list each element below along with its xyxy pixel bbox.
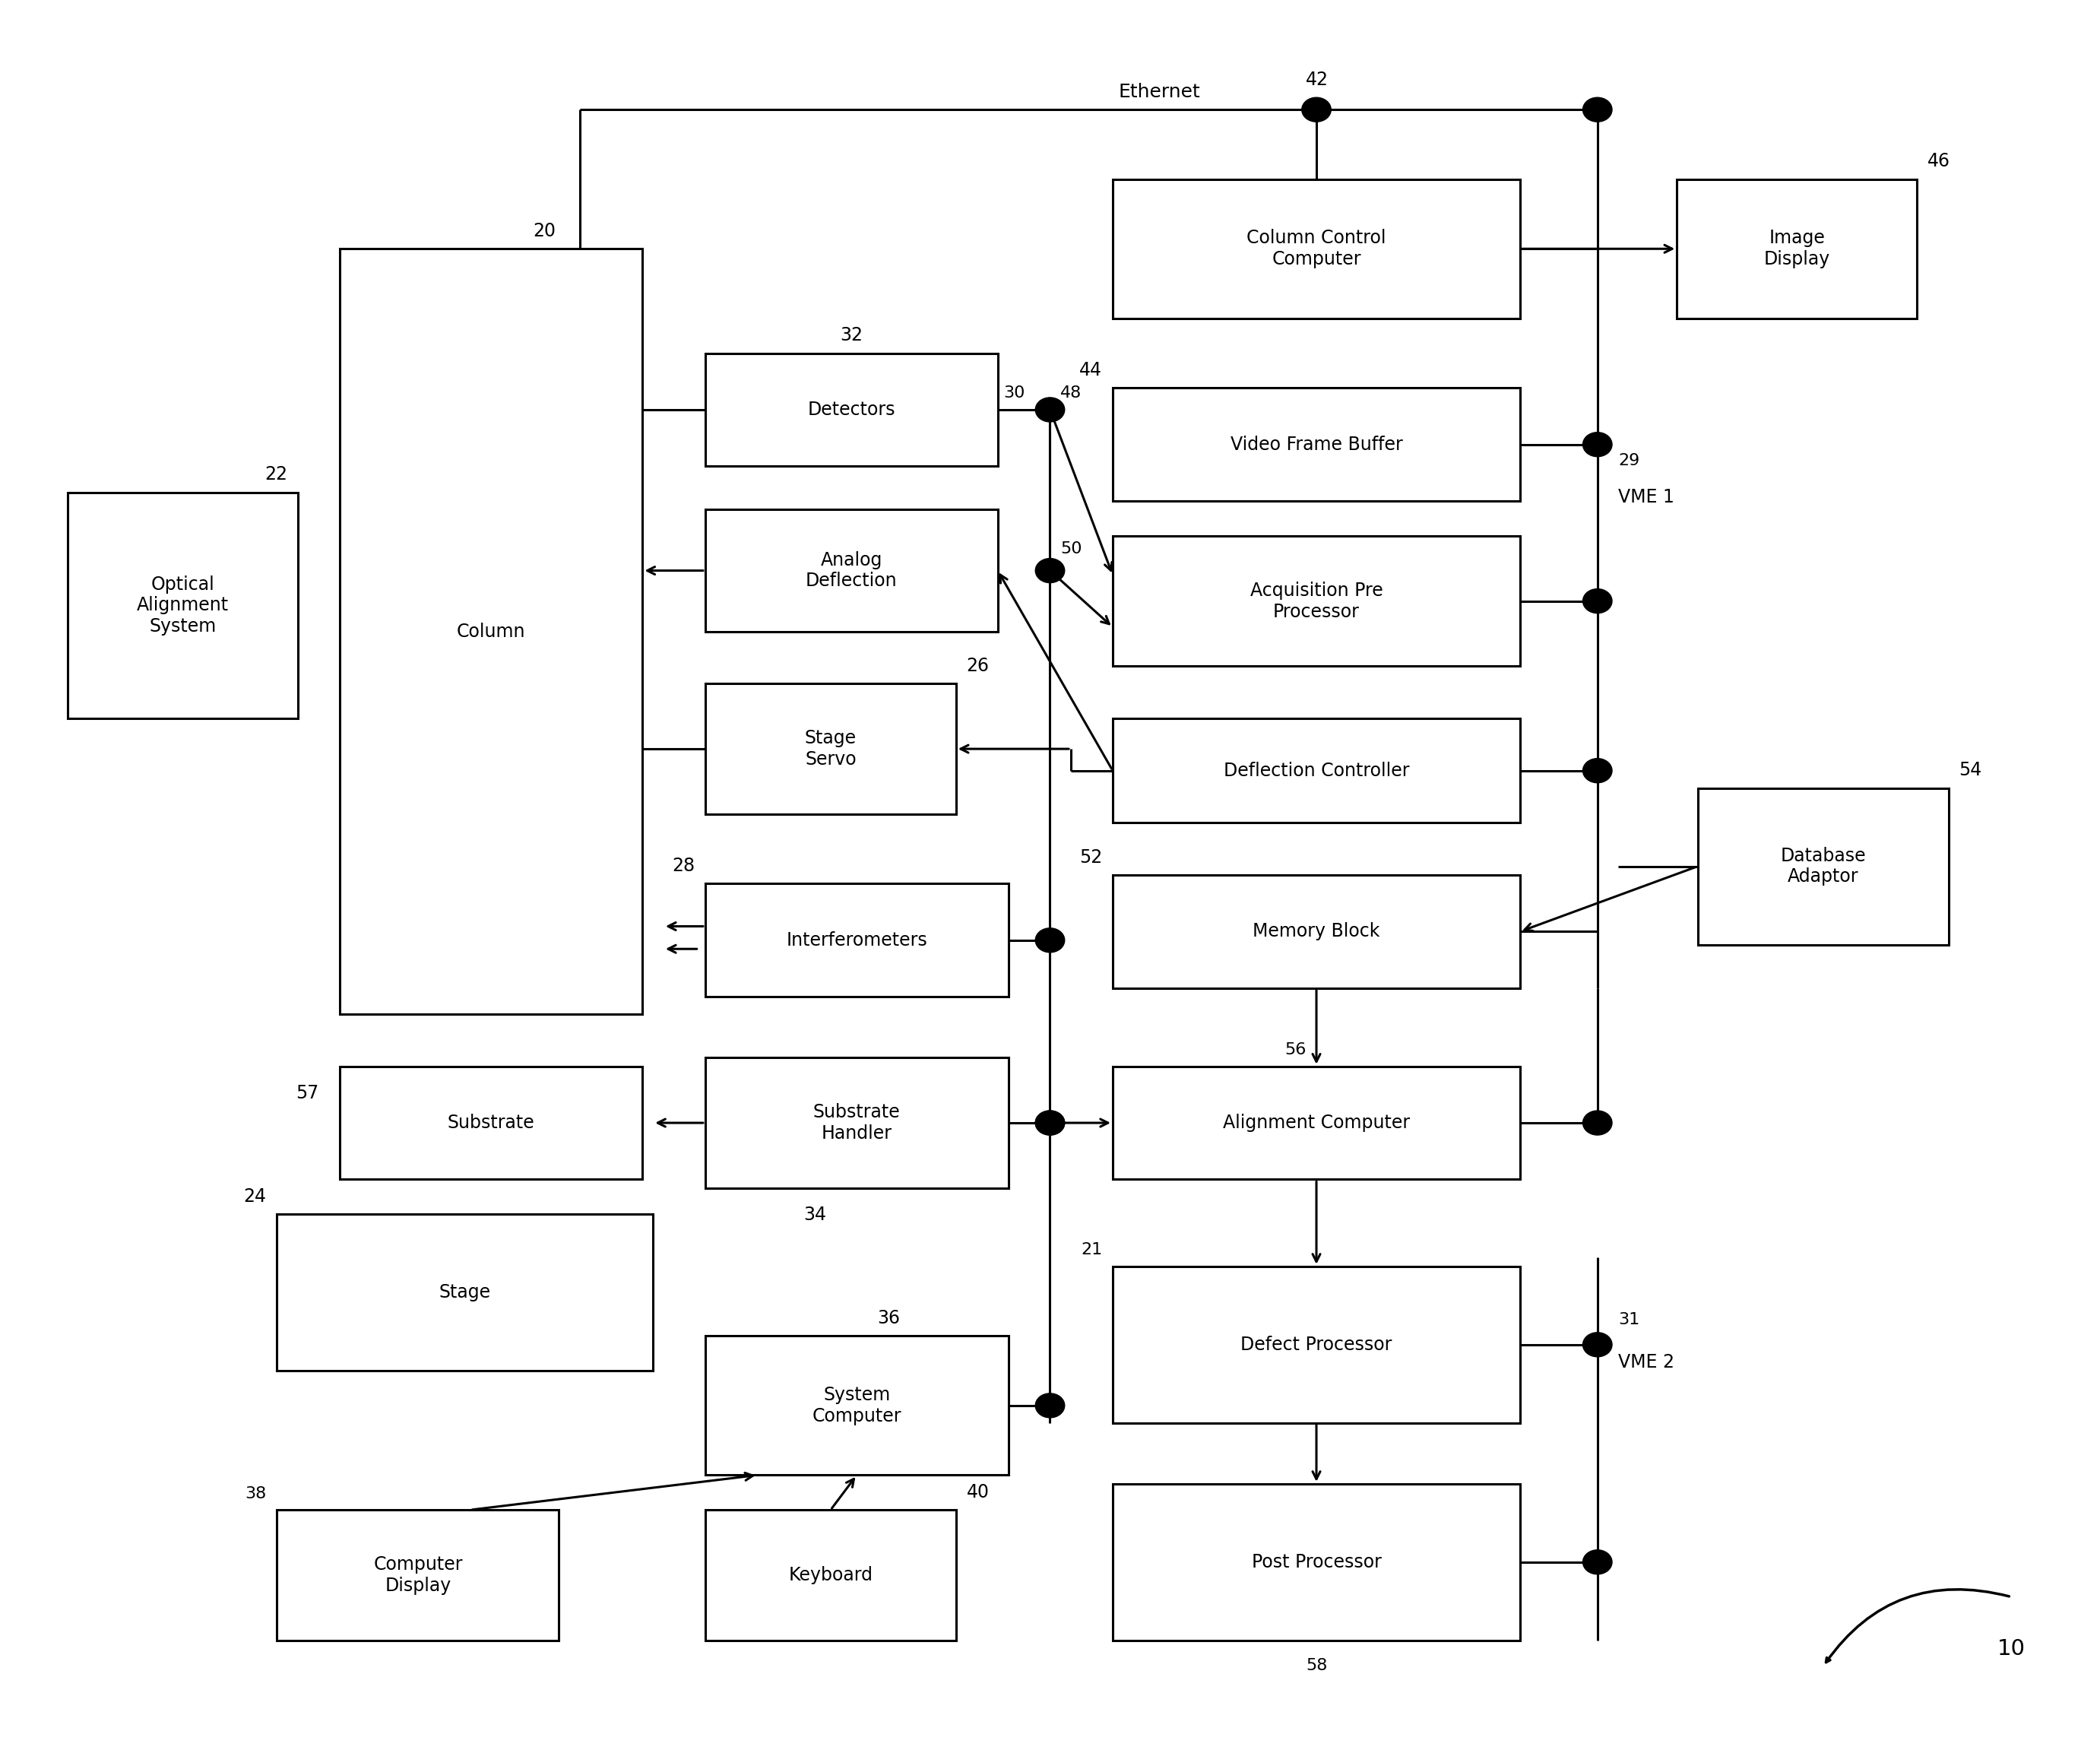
Text: System
Computer: System Computer: [813, 1386, 901, 1424]
Text: 32: 32: [840, 325, 863, 345]
Text: Interferometers: Interferometers: [785, 931, 928, 948]
Text: Keyboard: Keyboard: [788, 1566, 874, 1584]
Text: 42: 42: [1306, 70, 1329, 89]
Circle shape: [1035, 928, 1065, 952]
Circle shape: [1035, 397, 1065, 422]
Text: 44: 44: [1079, 360, 1102, 380]
Text: 24: 24: [244, 1186, 267, 1206]
Circle shape: [1035, 558, 1065, 583]
Text: Deflection Controller: Deflection Controller: [1224, 761, 1409, 780]
Text: 48: 48: [1060, 385, 1082, 401]
Text: 10: 10: [1997, 1638, 2024, 1659]
Circle shape: [1035, 1111, 1065, 1136]
Text: Detectors: Detectors: [809, 401, 895, 418]
Circle shape: [1583, 1550, 1613, 1575]
Text: 30: 30: [1004, 385, 1025, 401]
Circle shape: [1583, 98, 1613, 122]
Bar: [1113, 875, 1520, 989]
Text: 56: 56: [1285, 1043, 1306, 1057]
Text: 54: 54: [1959, 761, 1982, 779]
Text: Post Processor: Post Processor: [1252, 1552, 1382, 1571]
Text: 28: 28: [672, 858, 695, 875]
Text: 34: 34: [804, 1206, 825, 1223]
Text: Video Frame Buffer: Video Frame Buffer: [1231, 436, 1403, 453]
Bar: [706, 884, 1008, 997]
Text: Column Control
Computer: Column Control Computer: [1247, 229, 1386, 268]
Circle shape: [1583, 758, 1613, 782]
Circle shape: [1302, 98, 1331, 122]
Text: Substrate
Handler: Substrate Handler: [813, 1102, 901, 1143]
Text: Stage
Servo: Stage Servo: [804, 730, 857, 768]
Bar: [1113, 388, 1520, 500]
Text: 46: 46: [1928, 152, 1951, 170]
Bar: [1113, 1066, 1520, 1180]
Bar: [1113, 1267, 1520, 1423]
Bar: [706, 354, 998, 466]
Bar: [706, 1510, 956, 1640]
Text: Database
Adaptor: Database Adaptor: [1781, 847, 1867, 885]
Bar: [1697, 788, 1949, 945]
Text: 21: 21: [1082, 1242, 1102, 1258]
Bar: [706, 1057, 1008, 1188]
Circle shape: [1583, 1332, 1613, 1356]
Text: 58: 58: [1306, 1657, 1327, 1673]
Text: Acquisition Pre
Processor: Acquisition Pre Processor: [1250, 581, 1382, 621]
Bar: [277, 1214, 653, 1370]
Bar: [706, 684, 956, 814]
Text: Optical
Alignment
System: Optical Alignment System: [136, 576, 229, 635]
Text: Substrate: Substrate: [447, 1113, 536, 1132]
Bar: [706, 1335, 1008, 1475]
Bar: [1113, 178, 1520, 318]
Circle shape: [1035, 1111, 1065, 1136]
Text: Memory Block: Memory Block: [1254, 922, 1380, 942]
Text: 26: 26: [966, 656, 989, 676]
Bar: [1676, 178, 1917, 318]
Bar: [1113, 536, 1520, 667]
Text: 31: 31: [1619, 1312, 1640, 1326]
Bar: [340, 1066, 643, 1180]
Text: 38: 38: [246, 1486, 267, 1502]
Text: 20: 20: [533, 222, 556, 240]
Circle shape: [1583, 432, 1613, 457]
Text: 29: 29: [1619, 453, 1640, 469]
Text: Stage: Stage: [439, 1283, 491, 1302]
Text: Analog
Deflection: Analog Deflection: [806, 551, 897, 590]
Text: 50: 50: [1060, 541, 1082, 556]
Bar: [277, 1510, 559, 1640]
Bar: [1113, 719, 1520, 822]
Text: Ethernet: Ethernet: [1119, 82, 1201, 102]
Text: VME 2: VME 2: [1619, 1353, 1674, 1372]
Circle shape: [1583, 588, 1613, 612]
Circle shape: [1035, 1393, 1065, 1418]
Text: 40: 40: [966, 1482, 989, 1502]
Text: Image
Display: Image Display: [1764, 229, 1829, 268]
Text: Computer
Display: Computer Display: [374, 1556, 462, 1594]
Text: 52: 52: [1079, 849, 1102, 866]
Text: Alignment Computer: Alignment Computer: [1222, 1113, 1409, 1132]
Bar: [706, 509, 998, 632]
Text: 22: 22: [265, 466, 288, 483]
Text: VME 1: VME 1: [1619, 488, 1674, 506]
Bar: [67, 492, 298, 719]
Circle shape: [1583, 1111, 1613, 1136]
Bar: [1113, 1484, 1520, 1640]
Text: 57: 57: [296, 1083, 319, 1102]
Text: Column: Column: [456, 623, 525, 640]
Text: Defect Processor: Defect Processor: [1241, 1335, 1392, 1354]
Text: 36: 36: [878, 1309, 901, 1326]
Bar: [340, 248, 643, 1015]
